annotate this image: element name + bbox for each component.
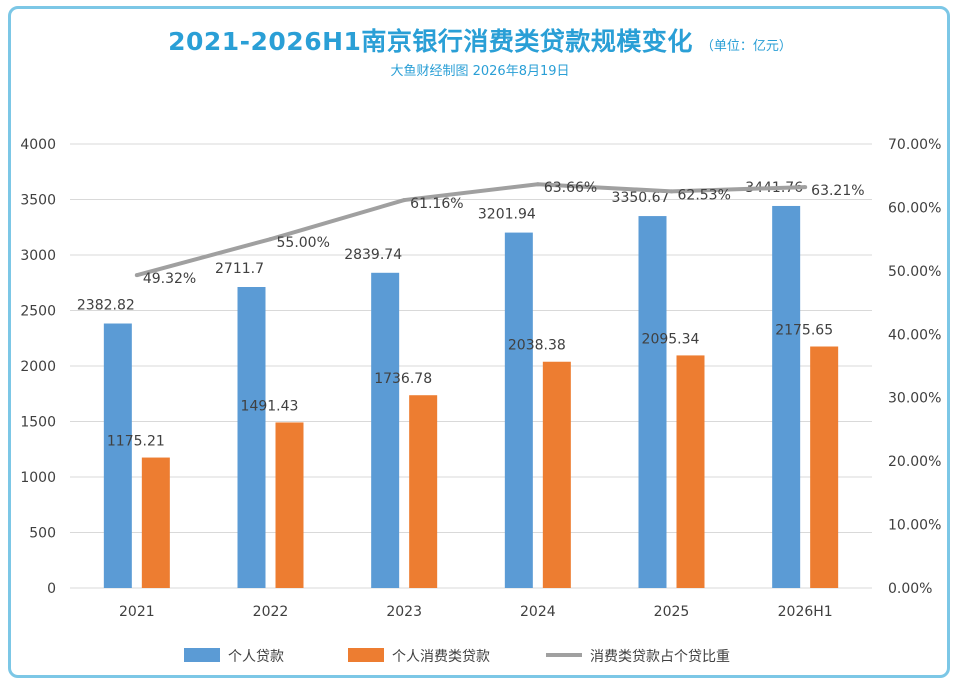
left-axis-tick-label: 2000 [20, 359, 56, 375]
bar-data-label: 2711.7 [215, 261, 264, 277]
line-point [268, 237, 273, 242]
bar [504, 232, 533, 588]
line-point [402, 198, 407, 203]
legend-label: 消费类贷款占个贷比重 [590, 649, 730, 665]
line-data-label: 63.66% [544, 180, 597, 196]
right-axis-tick-label: 60.00% [888, 200, 941, 216]
bar-data-label: 2095.34 [642, 331, 700, 347]
legend-label: 个人贷款 [228, 649, 284, 665]
x-axis-tick-label: 2025 [654, 604, 690, 620]
unit-note: （单位：亿元） [700, 39, 792, 54]
legend-swatch [184, 648, 220, 662]
right-axis-tick-label: 20.00% [888, 454, 941, 470]
bar-data-label: 2839.74 [344, 247, 402, 263]
bar [141, 457, 170, 588]
right-axis-tick-label: 0.00% [888, 581, 932, 597]
left-axis-tick-label: 500 [29, 526, 56, 542]
line-series-path [136, 182, 806, 278]
line-data-label: 61.16% [410, 196, 463, 212]
bar [103, 323, 132, 588]
bar [409, 395, 438, 588]
right-axis-tick-label: 70.00% [888, 137, 941, 153]
bar [275, 422, 304, 588]
bar [638, 216, 667, 588]
line-point [535, 182, 540, 187]
chart-title: 2021-2026H1南京银行消费类贷款规模变化 [168, 27, 693, 56]
bar-data-label: 3201.94 [478, 207, 536, 223]
line-data-label: 62.53% [678, 187, 731, 203]
line-data-label: 49.32% [143, 271, 196, 287]
legend-label: 个人消费类贷款 [392, 649, 490, 665]
bar-data-label: 1175.21 [107, 434, 165, 450]
line-data-label: 63.21% [811, 183, 864, 199]
line-point [669, 189, 674, 194]
bar [772, 205, 801, 588]
bar [371, 272, 400, 588]
bar [542, 361, 571, 588]
left-axis-tick-label: 1500 [20, 415, 56, 431]
bar-data-label: 1736.78 [374, 371, 432, 387]
chart-subtitle: 大鱼财经制图 2026年8月19日 [390, 64, 570, 79]
left-axis-tick-label: 2500 [20, 304, 56, 320]
legend-swatch [348, 648, 384, 662]
x-axis-tick-label: 2023 [386, 604, 422, 620]
bar [676, 355, 705, 588]
x-axis-tick-label: 2026H1 [778, 604, 833, 620]
bar-data-label: 2038.38 [508, 338, 566, 354]
left-axis-tick-label: 0 [47, 581, 56, 597]
right-axis-tick-label: 30.00% [888, 391, 941, 407]
right-axis-tick-label: 40.00% [888, 327, 941, 343]
right-axis-tick-label: 10.00% [888, 518, 941, 534]
bar-data-label: 2382.82 [77, 298, 135, 314]
bar [810, 346, 839, 588]
line-data-label: 55.00% [277, 235, 330, 251]
left-axis-tick-label: 4000 [20, 137, 56, 153]
left-axis-tick-label: 1000 [20, 470, 56, 486]
right-axis-tick-label: 50.00% [888, 264, 941, 280]
left-axis-tick-label: 3500 [20, 193, 56, 209]
bar-data-label: 2175.65 [775, 323, 833, 339]
bar-data-label: 3350.67 [612, 190, 670, 206]
bar [237, 287, 266, 588]
x-axis-tick-label: 2022 [253, 604, 289, 620]
chart-title-area: 2021-2026H1南京银行消费类贷款规模变化 （单位：亿元） [0, 22, 960, 58]
line-point [134, 273, 139, 278]
left-axis-tick-label: 3000 [20, 248, 56, 264]
x-axis-tick-label: 2024 [520, 604, 556, 620]
x-axis-tick-label: 2021 [119, 604, 155, 620]
line-point [803, 185, 808, 190]
bar-data-label: 1491.43 [241, 398, 299, 414]
